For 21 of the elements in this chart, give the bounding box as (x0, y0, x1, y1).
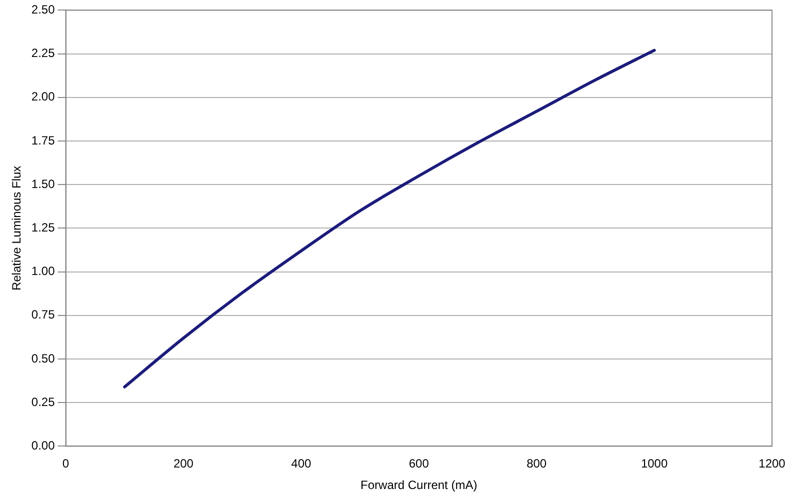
y-tick-label: 1.75 (31, 133, 56, 148)
line-series (123, 48, 656, 388)
y-tick-label: 0.25 (31, 394, 56, 409)
y-tick-label: 1.50 (31, 176, 56, 191)
y-tick-label: 0.75 (31, 308, 56, 322)
y-tick-label: 2.25 (31, 46, 56, 60)
x-tick-label: 400 (291, 456, 312, 471)
y-tick-label: 0.50 (31, 351, 56, 366)
x-tick-label: 0 (62, 456, 70, 471)
x-tick-label: 600 (408, 456, 430, 471)
x-tick-label: 200 (173, 456, 194, 471)
y-tick-label: 2.50 (31, 2, 56, 17)
y-tick-label: 2.00 (31, 90, 56, 104)
x-tick-label: 1200 (758, 456, 786, 471)
x-axis-title: Forward Current (mA) (360, 478, 478, 492)
y-axis-title: Relative Luminous Flux (10, 166, 24, 291)
y-tick-label: 1.00 (31, 264, 56, 278)
y-tick-label: 1.25 (31, 220, 56, 235)
y-tick-label: 0.00 (31, 438, 56, 453)
x-tick-label: 1000 (640, 456, 668, 471)
x-tick-label: 800 (526, 456, 547, 471)
